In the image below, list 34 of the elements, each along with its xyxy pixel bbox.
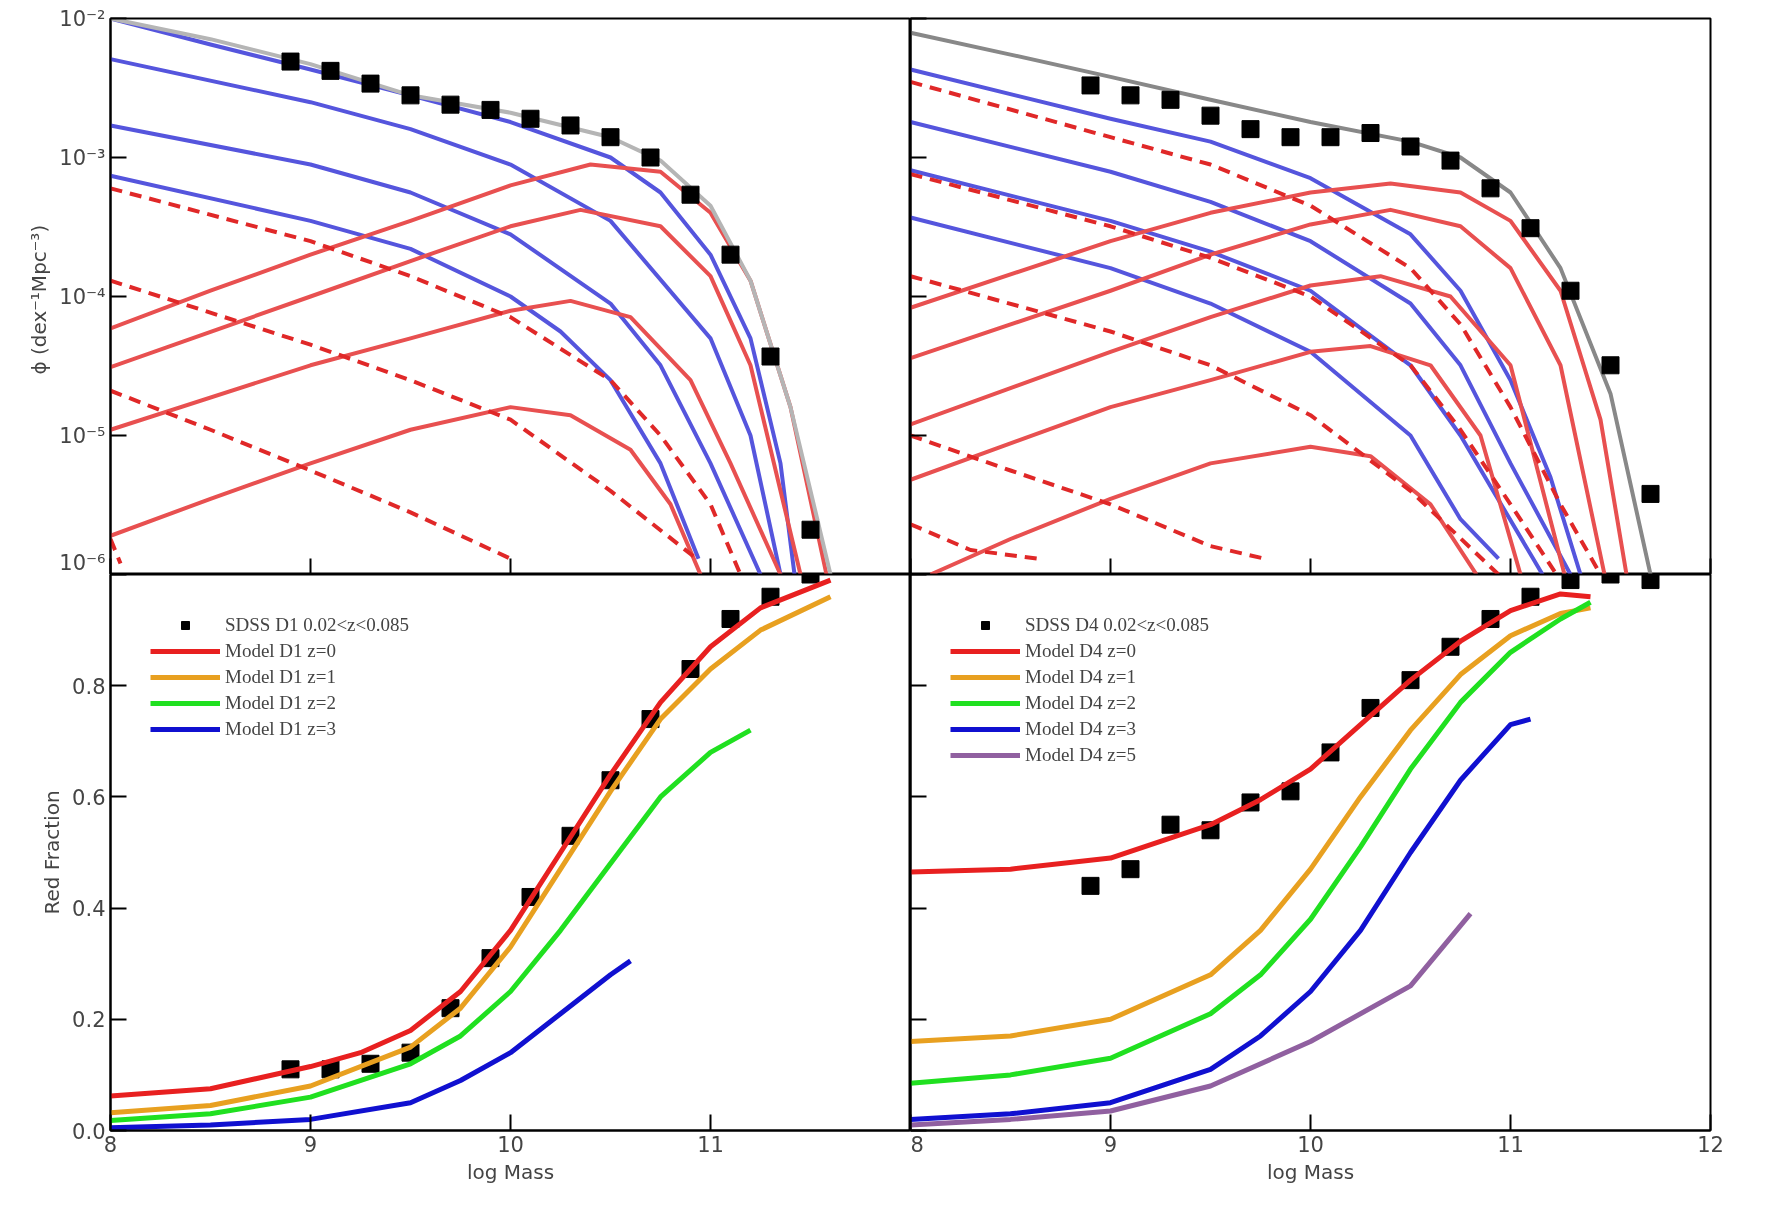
x-tick-label: 10 — [1297, 1132, 1324, 1157]
y-tick-label: 0.8 — [72, 674, 106, 699]
x-axis-title: log Mass — [1266, 1159, 1355, 1184]
legend-label: SDSS D1 0.02<z<0.085 — [225, 614, 410, 636]
y-tick-label: 10⁻⁵ — [59, 423, 106, 448]
x-tick-label: 8 — [910, 1132, 924, 1157]
y-tick-label: 0.2 — [72, 1008, 106, 1033]
y-tick-label: 10⁻⁶ — [59, 550, 106, 575]
legend-label: Model D4 z=1 — [1025, 666, 1136, 688]
x-tick-label: 11 — [1497, 1132, 1524, 1157]
x-tick-label: 9 — [1103, 1132, 1118, 1157]
x-axis-title: log Mass — [466, 1159, 555, 1184]
legend-label: Model D4 z=0 — [1025, 640, 1136, 662]
legend-label: Model D4 z=2 — [1025, 692, 1136, 714]
x-tick-label: 12 — [1697, 1132, 1724, 1157]
y-tick-label: 0.6 — [72, 785, 106, 810]
x-tick-label: 8 — [103, 1132, 118, 1157]
y-tick-label: 10⁻² — [59, 6, 106, 31]
legend-label: Model D1 z=1 — [225, 666, 336, 688]
legend-label: Model D1 z=2 — [225, 692, 336, 714]
x-tick-label: 11 — [697, 1132, 724, 1157]
y-axis-title: Red Fraction — [40, 790, 65, 915]
y-tick-label: 10⁻³ — [59, 145, 106, 170]
legend-label: Model D4 z=5 — [1025, 744, 1136, 766]
y-tick-label: 0.0 — [72, 1119, 106, 1144]
legend-label: Model D1 z=0 — [225, 640, 336, 662]
y-axis-title: ϕ (dex⁻¹Mpc⁻³) — [27, 224, 52, 375]
legend-label: Model D4 z=3 — [1025, 718, 1136, 740]
y-tick-label: 10⁻⁴ — [59, 284, 106, 309]
y-tick-label: 0.4 — [72, 897, 106, 922]
x-tick-label: 9 — [303, 1132, 318, 1157]
x-tick-label: 10 — [497, 1132, 524, 1157]
legend-label: SDSS D4 0.02<z<0.085 — [1025, 614, 1210, 636]
legend-label: Model D1 z=3 — [225, 718, 336, 740]
